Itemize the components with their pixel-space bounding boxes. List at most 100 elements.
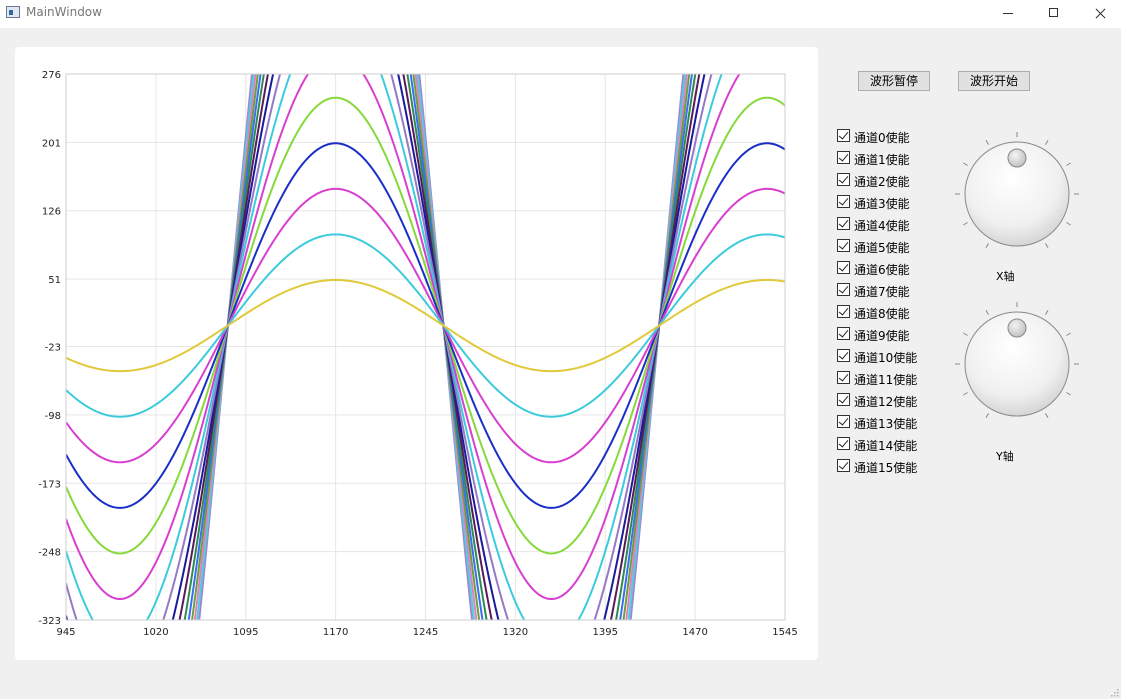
- dial-tick: [985, 140, 989, 145]
- series-1-line: [66, 233, 785, 418]
- channel-14-label: 通道14使能: [854, 439, 918, 453]
- checkbox-checked-icon[interactable]: [837, 415, 850, 428]
- dial-tick: [1066, 222, 1071, 226]
- dial-tick: [985, 310, 989, 315]
- channel-5-label: 通道5使能: [854, 241, 910, 255]
- channel-0-label: 通道0使能: [854, 131, 910, 145]
- channel-7-checkbox[interactable]: 通道7使能: [837, 282, 927, 304]
- x-tick-label: 945: [56, 627, 75, 638]
- plot-frame: [65, 73, 786, 621]
- waveform-chart: 945 1020 1095 1170 1245 1320 1395 1470 1545 276 20…: [38, 70, 797, 638]
- channel-6-checkbox[interactable]: 通道6使能: [837, 260, 927, 282]
- series-5-line: [66, 74, 741, 601]
- channel-0-checkbox[interactable]: 通道0使能: [837, 128, 927, 150]
- channel-4-checkbox[interactable]: 通道4使能: [837, 216, 927, 238]
- channel-5-checkbox[interactable]: 通道5使能: [837, 238, 927, 260]
- dial-tick: [1045, 413, 1049, 418]
- checkbox-checked-icon[interactable]: [837, 305, 850, 318]
- checkbox-checked-icon[interactable]: [837, 459, 850, 472]
- minimize-button[interactable]: [985, 0, 1031, 28]
- channel-9-checkbox[interactable]: 通道9使能: [837, 326, 927, 348]
- checkbox-checked-icon[interactable]: [837, 437, 850, 450]
- dial-tick: [963, 332, 968, 336]
- x-tick-label: 1245: [413, 627, 438, 638]
- dial-tick: [1066, 162, 1071, 166]
- dial-tick: [985, 243, 989, 248]
- pause-waveform-button[interactable]: 波形暂停: [858, 71, 930, 91]
- dial-handle-icon: [1007, 318, 1027, 338]
- channel-7-label: 通道7使能: [854, 285, 910, 299]
- channel-8-label: 通道8使能: [854, 307, 910, 321]
- channel-11-checkbox[interactable]: 通道11使能: [837, 370, 927, 392]
- series-0-line: [66, 278, 785, 373]
- channel-12-label: 通道12使能: [854, 395, 918, 409]
- x-axis-label: X轴: [996, 270, 1015, 283]
- y-tick-label: -23: [45, 343, 61, 354]
- chart-axes: 945 1020 1095 1170 1245 1320 1395 1470 1545 276 20…: [38, 70, 797, 638]
- channel-1-checkbox[interactable]: 通道1使能: [837, 150, 927, 172]
- y-tick-label: -98: [45, 411, 61, 422]
- channel-2-label: 通道2使能: [854, 175, 910, 189]
- checkbox-checked-icon[interactable]: [837, 195, 850, 208]
- y-tick-label: -248: [38, 548, 61, 559]
- y-tick-label: 201: [42, 138, 61, 149]
- channel-14-checkbox[interactable]: 通道14使能: [837, 436, 927, 458]
- resize-grip-icon[interactable]: [1109, 687, 1119, 697]
- maximize-button[interactable]: [1031, 0, 1077, 28]
- channel-15-label: 通道15使能: [854, 461, 918, 475]
- x-tick-label: 1395: [593, 627, 618, 638]
- channel-6-label: 通道6使能: [854, 263, 910, 277]
- checkbox-checked-icon[interactable]: [837, 393, 850, 406]
- series-4-line: [66, 96, 785, 555]
- checkbox-checked-icon[interactable]: [837, 283, 850, 296]
- checkbox-checked-icon[interactable]: [837, 371, 850, 384]
- start-waveform-button[interactable]: 波形开始: [958, 71, 1030, 91]
- channel-13-checkbox[interactable]: 通道13使能: [837, 414, 927, 436]
- channel-15-checkbox[interactable]: 通道15使能: [837, 458, 927, 480]
- y-tick-label: -323: [38, 616, 61, 627]
- dial-tick: [985, 413, 989, 418]
- checkbox-checked-icon[interactable]: [837, 173, 850, 186]
- dial-tick: [963, 392, 968, 396]
- checkbox-checked-icon[interactable]: [837, 239, 850, 252]
- checkbox-checked-icon[interactable]: [837, 327, 850, 340]
- channel-12-checkbox[interactable]: 通道12使能: [837, 392, 927, 414]
- channel-11-label: 通道11使能: [854, 373, 918, 387]
- title-bar: MainWindow: [0, 0, 1121, 28]
- channel-3-checkbox[interactable]: 通道3使能: [837, 194, 927, 216]
- channel-2-checkbox[interactable]: 通道2使能: [837, 172, 927, 194]
- checkbox-checked-icon[interactable]: [837, 349, 850, 362]
- x-tick-label: 1320: [503, 627, 528, 638]
- y-tick-label: 276: [42, 70, 61, 81]
- checkbox-checked-icon[interactable]: [837, 151, 850, 164]
- dial-tick: [1045, 310, 1049, 315]
- dial-tick: [1066, 392, 1071, 396]
- y-axis-dial[interactable]: [952, 298, 1082, 428]
- app-icon: [6, 6, 20, 18]
- channel-1-label: 通道1使能: [854, 153, 910, 167]
- x-tick-label: 1095: [233, 627, 258, 638]
- y-tick-label: 126: [42, 207, 61, 218]
- channel-4-label: 通道4使能: [854, 219, 910, 233]
- y-tick-label: -173: [38, 479, 61, 490]
- dial-tick: [963, 162, 968, 166]
- checkbox-checked-icon[interactable]: [837, 217, 850, 230]
- series-2-line: [66, 187, 785, 464]
- window-title: MainWindow: [26, 5, 102, 19]
- series-3-line: [66, 142, 785, 509]
- channel-3-label: 通道3使能: [854, 197, 910, 211]
- dial-handle-icon: [1007, 148, 1027, 168]
- checkbox-checked-icon[interactable]: [837, 261, 850, 274]
- dial-tick: [1066, 332, 1071, 336]
- channel-10-checkbox[interactable]: 通道10使能: [837, 348, 927, 370]
- channel-8-checkbox[interactable]: 通道8使能: [837, 304, 927, 326]
- dial-tick: [1045, 243, 1049, 248]
- x-tick-label: 1020: [143, 627, 168, 638]
- chart-series: [66, 74, 785, 620]
- chart-panel: 945 1020 1095 1170 1245 1320 1395 1470 1545 276 20…: [15, 47, 818, 660]
- dial-tick: [963, 222, 968, 226]
- checkbox-checked-icon[interactable]: [837, 129, 850, 142]
- channel-13-label: 通道13使能: [854, 417, 918, 431]
- x-axis-dial[interactable]: [952, 128, 1082, 258]
- close-button[interactable]: [1077, 0, 1121, 28]
